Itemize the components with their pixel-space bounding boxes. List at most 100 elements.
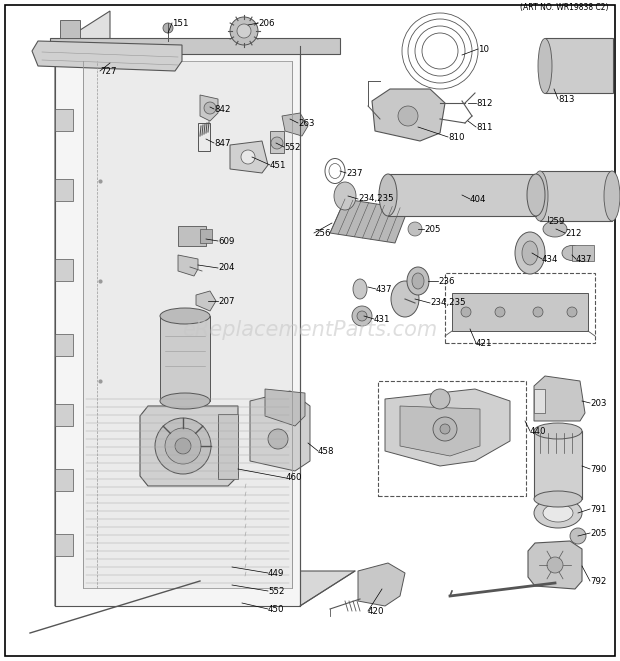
Text: 203: 203: [590, 399, 606, 407]
Ellipse shape: [534, 423, 582, 439]
Circle shape: [357, 311, 367, 321]
Bar: [178, 226, 206, 246]
Polygon shape: [400, 406, 480, 456]
Text: 431: 431: [374, 315, 391, 323]
Text: (ART NO. WR19838 C2): (ART NO. WR19838 C2): [520, 3, 608, 12]
Circle shape: [533, 307, 543, 317]
Polygon shape: [55, 109, 73, 131]
Text: 842: 842: [214, 104, 231, 114]
Bar: [452, 293, 588, 331]
Text: 813: 813: [558, 95, 575, 104]
Ellipse shape: [538, 38, 552, 93]
Ellipse shape: [604, 171, 620, 221]
Ellipse shape: [407, 267, 429, 295]
Bar: [572, 245, 594, 261]
Circle shape: [461, 307, 471, 317]
Ellipse shape: [532, 171, 548, 221]
Text: 234,235: 234,235: [430, 299, 466, 307]
Text: 552: 552: [268, 586, 285, 596]
Text: 404: 404: [470, 194, 487, 204]
Text: 205: 205: [590, 529, 606, 537]
Polygon shape: [55, 46, 300, 606]
Bar: [218, 414, 238, 479]
Text: 460: 460: [286, 473, 303, 483]
Ellipse shape: [379, 174, 397, 216]
Circle shape: [204, 102, 216, 114]
Text: 552: 552: [284, 143, 301, 151]
Ellipse shape: [522, 241, 538, 265]
Polygon shape: [55, 571, 355, 606]
Bar: [270, 131, 284, 153]
Text: 450: 450: [268, 605, 285, 613]
Polygon shape: [534, 389, 545, 413]
Text: 810: 810: [448, 132, 464, 141]
Text: 811: 811: [476, 122, 492, 132]
Bar: [534, 431, 582, 499]
Ellipse shape: [334, 182, 356, 210]
Circle shape: [165, 428, 201, 464]
Polygon shape: [55, 404, 73, 426]
Circle shape: [163, 23, 173, 33]
Polygon shape: [55, 469, 73, 491]
Polygon shape: [534, 376, 585, 421]
Text: 237: 237: [346, 169, 363, 178]
Bar: [198, 123, 210, 151]
Bar: [60, 20, 80, 38]
Bar: [540, 171, 612, 221]
Circle shape: [408, 222, 422, 236]
Polygon shape: [55, 179, 73, 201]
Text: 204: 204: [218, 264, 234, 272]
Circle shape: [241, 150, 255, 164]
Circle shape: [155, 418, 211, 474]
Polygon shape: [196, 291, 216, 311]
Circle shape: [430, 389, 450, 409]
Polygon shape: [358, 563, 405, 606]
Text: 212: 212: [565, 229, 582, 237]
Polygon shape: [265, 389, 305, 426]
Text: 421: 421: [476, 338, 492, 348]
Bar: [388, 174, 536, 216]
Polygon shape: [83, 61, 292, 588]
Ellipse shape: [412, 273, 424, 289]
Text: 234,235: 234,235: [358, 194, 394, 204]
Ellipse shape: [562, 245, 582, 260]
Text: 791: 791: [590, 504, 606, 514]
Polygon shape: [230, 141, 268, 173]
Polygon shape: [200, 95, 218, 121]
Circle shape: [271, 137, 283, 149]
Text: 437: 437: [576, 254, 593, 264]
Circle shape: [175, 438, 191, 454]
Circle shape: [547, 557, 563, 573]
Circle shape: [398, 106, 418, 126]
Text: 434: 434: [542, 254, 559, 264]
Polygon shape: [528, 541, 582, 589]
Polygon shape: [55, 259, 73, 281]
Circle shape: [230, 17, 258, 45]
Text: 256: 256: [314, 229, 330, 237]
Polygon shape: [372, 89, 445, 141]
Text: 151: 151: [172, 19, 188, 28]
Text: 812: 812: [476, 98, 492, 108]
Text: 440: 440: [530, 426, 546, 436]
Circle shape: [237, 24, 251, 38]
Text: 449: 449: [268, 568, 285, 578]
Polygon shape: [250, 391, 310, 471]
Polygon shape: [140, 406, 238, 486]
Polygon shape: [32, 41, 182, 71]
Polygon shape: [385, 389, 510, 466]
Ellipse shape: [534, 498, 582, 528]
Ellipse shape: [353, 279, 367, 299]
Text: 420: 420: [368, 607, 384, 615]
Text: 263: 263: [298, 118, 314, 128]
Polygon shape: [55, 334, 73, 356]
Text: 451: 451: [270, 161, 286, 169]
Text: 10: 10: [478, 44, 489, 54]
Ellipse shape: [160, 393, 210, 409]
Text: 437: 437: [376, 284, 392, 293]
Ellipse shape: [543, 504, 573, 522]
Text: 206: 206: [258, 19, 275, 28]
Ellipse shape: [391, 281, 419, 317]
Ellipse shape: [515, 232, 545, 274]
Ellipse shape: [329, 163, 341, 178]
Text: 236: 236: [438, 276, 454, 286]
